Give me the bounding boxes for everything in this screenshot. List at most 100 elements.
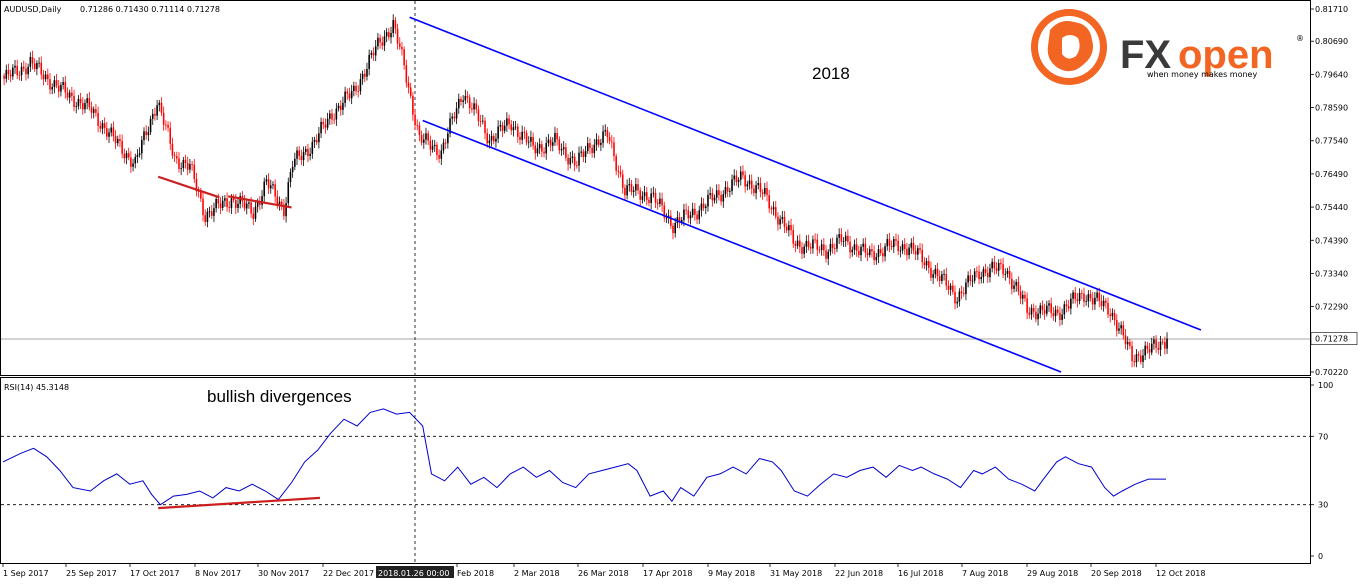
- candle-body: [243, 201, 246, 209]
- candle-body: [1004, 273, 1007, 275]
- candle-body: [125, 153, 128, 159]
- candle-body: [938, 276, 941, 281]
- candle-body: [436, 144, 438, 156]
- candle-body: [893, 239, 895, 248]
- candle-body: [523, 131, 526, 133]
- candle-body: [932, 274, 934, 278]
- candle-body: [36, 63, 38, 69]
- candle-body: [326, 118, 329, 128]
- candle-body: [530, 136, 532, 142]
- price-tick-label: 0.71278: [1315, 335, 1348, 344]
- price-panel-frame: [0, 0, 1311, 376]
- candle-body: [64, 82, 67, 93]
- candle-body: [733, 175, 736, 180]
- candle-body: [337, 105, 340, 109]
- candle-body: [224, 198, 226, 201]
- candle-body: [377, 37, 379, 47]
- candle-body: [1015, 281, 1018, 286]
- candle-body: [368, 54, 370, 70]
- candle-body: [860, 246, 862, 256]
- candle-body: [794, 243, 797, 246]
- candle-body: [958, 291, 961, 302]
- candle-body: [1028, 312, 1031, 315]
- symbol-label: AUDUSD,Daily: [4, 5, 62, 14]
- candle-body: [641, 196, 644, 200]
- price-tick-label: 0.76490: [1315, 170, 1348, 179]
- candle-body: [739, 171, 742, 180]
- time-tick-label: 17 Oct 2017: [130, 569, 179, 578]
- candle-body: [746, 184, 749, 187]
- candle-body: [350, 90, 353, 99]
- candle-body: [543, 151, 545, 154]
- candle-body: [510, 124, 513, 131]
- candle-body: [392, 19, 394, 33]
- candle-body: [1006, 270, 1009, 274]
- candle-body: [25, 68, 27, 75]
- candle-body: [901, 244, 904, 251]
- candle-body: [488, 140, 491, 144]
- candle-body: [899, 250, 902, 252]
- candle-body: [501, 125, 504, 131]
- candle-body: [477, 109, 480, 122]
- candle-body: [569, 157, 572, 165]
- candle-body: [871, 249, 873, 252]
- candle-body: [462, 100, 464, 102]
- candle-body: [479, 121, 482, 122]
- candle-body: [486, 133, 488, 144]
- candle-body: [525, 132, 528, 143]
- candle-body: [687, 210, 690, 219]
- candle-body: [779, 218, 781, 225]
- logo-open: open: [1178, 33, 1274, 77]
- candle-body: [921, 249, 924, 263]
- candle-body: [1076, 299, 1079, 302]
- candle-body: [715, 190, 718, 198]
- candle-body: [1039, 305, 1042, 314]
- candle-body: [844, 235, 847, 241]
- candle-body: [200, 191, 202, 199]
- candle-body: [696, 214, 698, 220]
- time-tick-label: 25 Sep 2017: [66, 569, 117, 578]
- candle-body: [29, 57, 32, 67]
- candle-body: [1052, 313, 1055, 317]
- candle-body: [1089, 294, 1092, 299]
- candle-body: [551, 142, 554, 146]
- candle-body: [969, 275, 972, 281]
- candle-body: [291, 166, 294, 173]
- candle-body: [910, 242, 913, 248]
- candle-body: [672, 225, 674, 234]
- candle-body: [674, 222, 676, 234]
- candle-body: [333, 119, 335, 121]
- candle-body: [197, 191, 200, 192]
- candle-body: [597, 139, 600, 145]
- candle-body: [897, 240, 899, 252]
- price-tick-label: 0.75440: [1315, 203, 1348, 212]
- candle-body: [807, 240, 810, 248]
- candle-body: [33, 63, 36, 69]
- candle-body: [423, 139, 425, 143]
- candle-body: [652, 192, 655, 194]
- candle-body: [95, 109, 97, 113]
- candle-body: [630, 183, 633, 192]
- candle-body: [1137, 354, 1140, 356]
- candle-body: [809, 247, 812, 249]
- candle-body: [171, 143, 174, 156]
- candle-body: [407, 82, 410, 88]
- candle-body: [228, 207, 231, 208]
- candle-body: [862, 243, 864, 247]
- price-tick-label: 0.78590: [1315, 104, 1348, 113]
- candle-body: [512, 127, 515, 131]
- candle-body: [613, 142, 615, 157]
- channel-upper-line: [409, 16, 1202, 331]
- candle-body: [606, 130, 609, 138]
- candle-body: [925, 261, 928, 266]
- candle-body: [984, 269, 987, 273]
- candle-body: [492, 135, 495, 142]
- price-tick-label: 0.74390: [1315, 236, 1348, 245]
- candle-body: [772, 207, 775, 210]
- candle-body: [1000, 263, 1002, 265]
- candle-body: [663, 205, 666, 218]
- candle-body: [226, 198, 228, 208]
- time-tick-label: 12 Oct 2018: [1156, 569, 1205, 578]
- candle-body: [702, 203, 705, 209]
- candle-body: [580, 151, 582, 153]
